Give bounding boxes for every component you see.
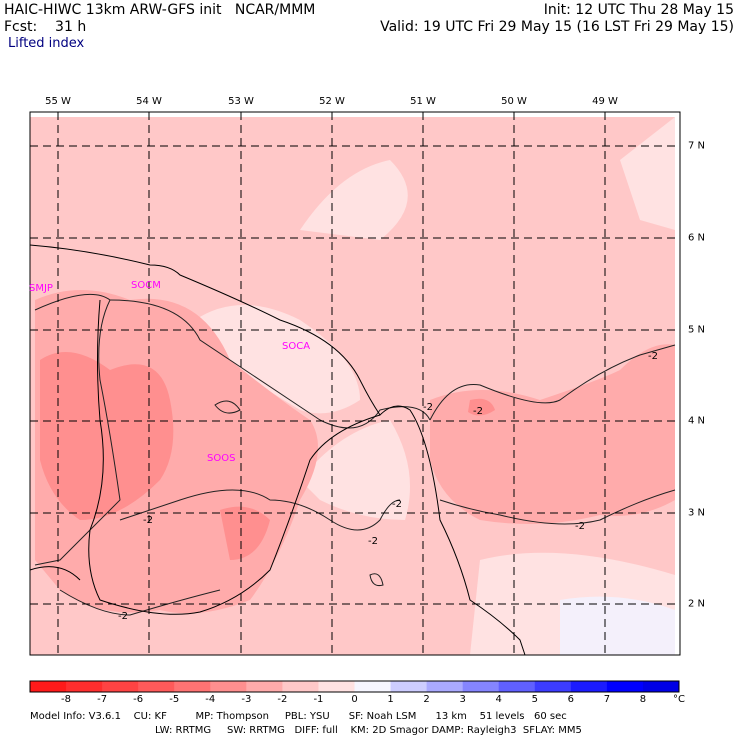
lat-label: 5 N: [688, 324, 706, 336]
colorbar-tick-label: -5: [169, 694, 180, 705]
contour-label: -2: [368, 536, 378, 547]
contour-label: -2: [392, 499, 402, 510]
colorbar-swatch: [282, 681, 319, 692]
model-info-line1: Model Info: V3.6.1 CU: KF MP: Thompson P…: [30, 711, 567, 722]
forecast-hour: Fcst: 31 h: [4, 19, 87, 35]
lon-label: 52 W: [319, 96, 345, 107]
field-light-patch: [195, 305, 360, 414]
lat-label: 6 N: [688, 232, 706, 244]
lon-label: 55 W: [45, 96, 71, 107]
colorbar-tick-label: 5: [531, 694, 538, 705]
init-time: Init: 12 UTC Thu 28 May 15: [543, 2, 734, 18]
map-frame: [29, 111, 681, 656]
colorbar-tick-label: 4: [495, 694, 502, 705]
lon-label: 51 W: [410, 96, 436, 107]
colorbar-frame: [29, 680, 680, 693]
lat-lon-grid: [30, 112, 680, 655]
contour-label: -2: [648, 351, 658, 362]
lat-label: 4 N: [688, 415, 706, 427]
contour-label: -2: [118, 611, 128, 622]
field-mid-patch: [430, 344, 675, 524]
colorbar-swatch: [642, 681, 680, 692]
lat-label: 2 N: [688, 598, 706, 610]
colorbar-swatch: [570, 681, 608, 692]
colorbar-tick-label: 2: [423, 694, 430, 705]
colorbar-unit: °C: [673, 694, 685, 705]
colorbar-tick-label: -4: [205, 694, 216, 705]
colorbar-tick-label: 7: [603, 694, 611, 705]
site-label: SOCA: [282, 341, 310, 352]
colorbar-swatch: [210, 681, 247, 692]
colorbar-tick-label: -3: [241, 694, 252, 705]
field-strong-patch: [40, 352, 174, 520]
colorbar-tick-label: 3: [459, 694, 466, 705]
site-label: SMJP: [29, 283, 53, 294]
colorbar-swatch: [462, 681, 500, 692]
field-strong-patch: [468, 398, 495, 416]
colorbar-swatch: [354, 681, 392, 692]
field-strong-patch: [220, 506, 270, 560]
field-light-patch: [620, 117, 675, 230]
contour-label: -2: [473, 406, 483, 417]
field-light-patch: [300, 420, 410, 520]
colorbar-swatch: [534, 681, 572, 692]
site-label: SOOS: [207, 453, 235, 464]
site-label: SOCM: [131, 280, 161, 291]
colorbar-swatch: [246, 681, 283, 692]
colorbar: [29, 680, 680, 693]
lon-label: 53 W: [228, 96, 254, 107]
colorbar-tick-label: -6: [133, 694, 144, 705]
colorbar-swatch: [30, 681, 67, 692]
colorbar-swatch: [390, 681, 428, 692]
contour-label: -2: [423, 402, 433, 413]
lon-label: 50 W: [501, 96, 527, 107]
colorbar-tick-label: -2: [277, 694, 288, 705]
colorbar-tick-label: 8: [639, 694, 647, 705]
lat-label: 3 N: [688, 507, 706, 519]
colorbar-swatch: [318, 681, 355, 692]
colorbar-tick-label: -8: [61, 694, 72, 705]
contour-label: -2: [575, 521, 585, 532]
colorbar-tick-label: 1: [387, 694, 394, 705]
colorbar-tick-label: 6: [567, 694, 575, 705]
colorbar-swatch: [138, 681, 175, 692]
lat-label: 7 N: [688, 140, 706, 152]
colorbar-tick-label: -7: [97, 694, 108, 705]
colorbar-swatch: [498, 681, 536, 692]
colorbar-tick-label: 0: [351, 694, 358, 705]
colorbar-swatch: [174, 681, 211, 692]
model-info-line2: LW: RRTMG SW: RRTMG DIFF: full KM: 2D Sm…: [155, 725, 582, 736]
colorbar-swatch: [606, 681, 644, 692]
colorbar-tick-label: -1: [313, 694, 324, 705]
contour-label: -2: [143, 515, 153, 526]
colorbar-swatch: [102, 681, 139, 692]
valid-time: Valid: 19 UTC Fri 29 May 15 (16 LST Fri …: [380, 19, 734, 35]
field-light-patch: [300, 160, 408, 240]
model-title: HAIC-HIWC 13km ARW-GFS init NCAR/MMM: [4, 2, 316, 18]
lon-label: 49 W: [592, 96, 618, 107]
colorbar-swatch: [426, 681, 464, 692]
colorbar-swatch: [66, 681, 103, 692]
lon-label: 54 W: [136, 96, 162, 107]
field-light-patch: [560, 596, 675, 655]
field-name: Lifted index: [8, 36, 85, 51]
